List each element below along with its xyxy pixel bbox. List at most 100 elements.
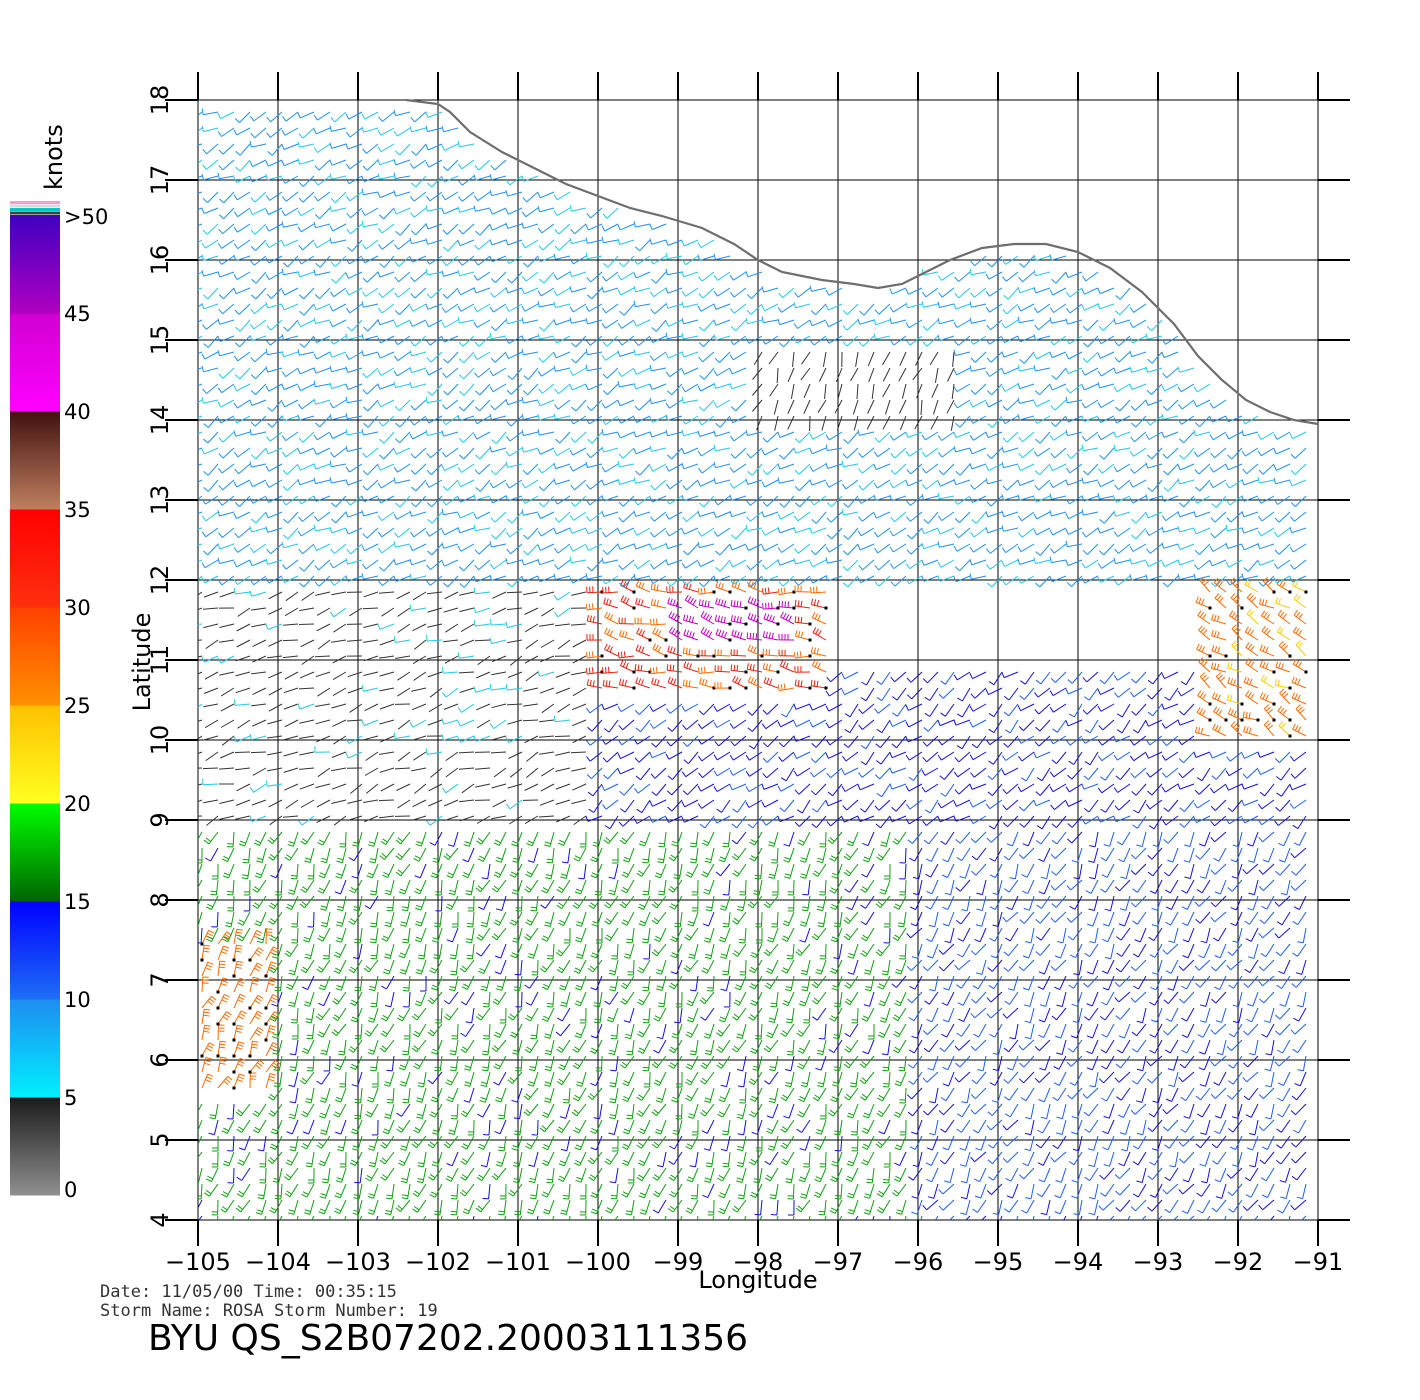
wind-barb [1165,1087,1179,1102]
wind-barb [544,1055,555,1072]
wind-barb [267,415,283,428]
wind-barb [656,1023,667,1040]
wind-barb [651,1135,667,1149]
wind-barb [427,991,443,1005]
wind-barb [1228,1119,1243,1133]
wind-barb [553,365,571,372]
wind-barb [314,207,331,220]
wind-barb [1178,495,1195,508]
wind-barb [317,687,331,697]
wind-barb [198,495,203,500]
wind-barb [882,383,891,398]
wind-barb [537,575,555,583]
wind-barb [367,1199,379,1215]
wind-barb [651,895,667,909]
wind-barb [301,591,315,601]
wind-barb [267,751,283,756]
wind-barb [593,991,603,1008]
wind-barb [319,1087,331,1103]
wind-barb [1183,1103,1195,1119]
wind-barb [578,863,587,880]
wind-barb [267,719,283,725]
wind-barb [201,207,219,214]
wind-barb [1132,719,1147,734]
wind-barb [1003,943,1019,957]
wind-barb [739,959,747,976]
wind-barb [393,447,411,455]
wind-barb [553,573,571,581]
wind-barb [894,1151,907,1167]
wind-barb [1021,1199,1035,1214]
wind-barb [320,847,331,864]
wind-barb [1097,415,1115,423]
wind-barb [393,109,411,117]
wind-barb [698,495,715,508]
wind-barb [633,573,651,580]
wind-barb [265,526,283,533]
wind-barb [847,959,859,975]
wind-barb [894,1135,907,1151]
wind-barb [317,1023,331,1038]
wind-barb [1147,687,1163,700]
wind-barb [370,911,379,928]
wind-barb [939,1039,955,1052]
wind-barb [892,1039,907,1054]
wind-barb [619,659,636,674]
wind-barb [1290,751,1307,762]
wind-barb [638,831,651,847]
wind-barb [1113,415,1131,424]
wind-barb [464,1071,475,1087]
wind-barb [283,655,299,659]
wind-barb [393,190,411,197]
wind-barb [652,1167,667,1181]
wind-barb [288,1103,299,1120]
wind-barb [557,1167,571,1182]
wind-barb [572,655,587,664]
wind-barb [912,879,923,896]
wind-barb [1033,527,1051,536]
wind-barb [1052,1087,1067,1102]
wind-barb [1024,1135,1035,1151]
wind-barb [425,143,443,151]
wind-barb [1130,895,1147,908]
wind-barb [800,959,811,976]
wind-barb [1184,863,1195,879]
wind-barb [217,271,235,278]
wind-barb [961,895,971,912]
wind-barb [538,239,555,251]
wind-barb [992,1039,1003,1056]
wind-barb [698,399,715,412]
wind-barb [527,943,539,959]
wind-barb [315,783,331,789]
wind-barb [1037,847,1051,863]
wind-barb [1173,1215,1179,1220]
wind-barb [203,687,219,694]
wind-barb [649,703,667,712]
wind-barb [716,1023,731,1037]
wind-barb [1162,735,1179,746]
wind-barb [1067,815,1083,828]
wind-barb [1097,335,1115,345]
wind-barb [251,671,267,675]
wind-barb [617,367,635,378]
wind-barb [234,111,251,123]
wind-barb [441,125,459,133]
wind-barb [785,1055,795,1072]
wind-barb [218,495,235,506]
wind-barb [395,223,411,236]
wind-barb [988,1135,1003,1149]
wind-barb [1101,1023,1115,1038]
wind-barb [667,799,683,812]
wind-barb [1232,927,1243,943]
wind-barb [1054,975,1067,991]
wind-barb [198,127,203,133]
wind-barb [249,159,267,168]
wind-barb [825,557,843,564]
wind-barb [1033,751,1051,759]
wind-barb [778,600,796,610]
wind-barb [525,911,539,926]
wind-barb [873,318,891,326]
wind-barb [524,975,539,989]
wind-barb [667,597,683,609]
wind-barb [1114,879,1131,892]
